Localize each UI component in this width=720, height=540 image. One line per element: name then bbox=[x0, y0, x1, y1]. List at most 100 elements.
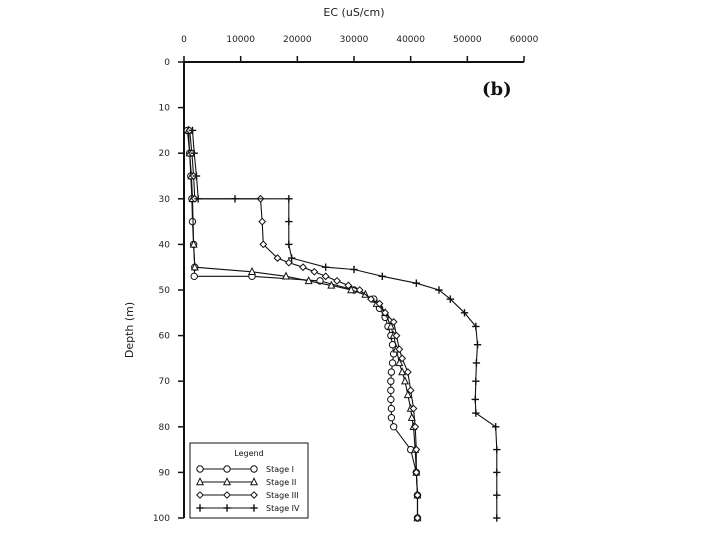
diamond-marker bbox=[375, 299, 384, 308]
data-point-stage-ii bbox=[400, 376, 410, 385]
legend-label-stage-iii: Stage III bbox=[266, 491, 299, 500]
x-tick-label: 50000 bbox=[453, 35, 482, 45]
y-tick-label: 50 bbox=[159, 286, 171, 296]
triangle-marker bbox=[222, 477, 232, 486]
diamond-marker bbox=[412, 468, 421, 477]
triangle-marker bbox=[189, 239, 198, 248]
data-point-stage-iv bbox=[446, 295, 455, 303]
triangle-marker bbox=[395, 358, 404, 367]
data-point-stage-i bbox=[388, 359, 397, 367]
legend-entry-stage-iii: Stage III bbox=[196, 491, 299, 500]
diamond-marker bbox=[398, 354, 407, 363]
triangle-marker bbox=[195, 477, 205, 486]
data-point-stage-iv bbox=[285, 217, 293, 226]
data-point-stage-iii bbox=[413, 514, 422, 522]
diamond-marker bbox=[406, 386, 415, 395]
triangle-marker bbox=[249, 477, 259, 486]
diamond-marker bbox=[411, 422, 420, 431]
diamond-marker bbox=[355, 286, 364, 294]
panel-label: (b) bbox=[482, 79, 512, 100]
x-axis-title-group: EC (uS/cm) bbox=[323, 6, 384, 19]
data-point-stage-iv bbox=[471, 395, 479, 404]
legend-marker-stage-iii bbox=[250, 491, 258, 499]
data-point-stage-iii bbox=[259, 240, 268, 249]
data-point-stage-ii bbox=[403, 390, 412, 399]
diamond-marker bbox=[273, 254, 282, 262]
data-point-stage-ii bbox=[190, 262, 199, 271]
data-point-stage-ii bbox=[304, 276, 313, 285]
circle-marker bbox=[387, 386, 395, 395]
data-point-stage-ii bbox=[395, 358, 404, 367]
diamond-marker bbox=[333, 276, 341, 285]
y-tick-label: 20 bbox=[159, 149, 171, 159]
data-point-stage-iii bbox=[413, 491, 422, 500]
circle-marker bbox=[387, 368, 396, 376]
diamond-marker bbox=[413, 491, 422, 500]
diamond-marker bbox=[250, 491, 258, 499]
data-point-stage-iv bbox=[321, 263, 330, 271]
data-point-stage-ii bbox=[327, 280, 336, 289]
triangle-marker bbox=[281, 271, 291, 280]
triangle-marker bbox=[407, 412, 416, 421]
data-point-stage-iii bbox=[392, 331, 401, 340]
legend-marker-stage-iii bbox=[223, 491, 231, 499]
legend-marker-stage-iv bbox=[196, 504, 204, 512]
data-point-stage-iii bbox=[406, 386, 415, 395]
data-point-stage-iii bbox=[344, 281, 353, 290]
x-tick-label: 40000 bbox=[396, 35, 425, 45]
series-line-stage-ii bbox=[187, 130, 419, 518]
data-point-stage-iv bbox=[190, 149, 198, 157]
legend-marker-stage-ii bbox=[249, 477, 259, 486]
data-point-stage-iii bbox=[375, 299, 384, 308]
y-tick-label: 10 bbox=[159, 104, 171, 114]
circle-marker bbox=[387, 404, 396, 413]
data-point-stage-iv bbox=[285, 195, 293, 203]
circle-marker bbox=[388, 359, 397, 367]
data-point-stage-iv bbox=[472, 322, 480, 331]
data-point-stage-iv bbox=[472, 377, 480, 385]
data-point-stage-ii bbox=[386, 321, 395, 330]
triangle-marker bbox=[398, 367, 407, 376]
data-point-stage-iv bbox=[350, 265, 358, 274]
diamond-marker bbox=[344, 281, 353, 290]
legend-marker-stage-i bbox=[196, 465, 204, 473]
x-axis-title: EC (uS/cm) bbox=[323, 6, 384, 19]
data-point-stage-iv bbox=[412, 279, 421, 287]
legend-marker-stage-i bbox=[250, 465, 258, 473]
data-point-stage-iii bbox=[355, 286, 364, 294]
data-point-stage-iv bbox=[491, 423, 500, 431]
triangle-marker bbox=[347, 285, 356, 294]
data-point-stage-i bbox=[190, 272, 198, 281]
diamond-marker bbox=[196, 491, 204, 499]
x-tick-label: 30000 bbox=[340, 35, 369, 45]
data-point-stage-iv bbox=[473, 341, 482, 349]
triangle-marker bbox=[403, 390, 412, 399]
legend-label-stage-ii: Stage II bbox=[266, 478, 296, 487]
triangle-marker bbox=[386, 321, 395, 330]
diamond-marker bbox=[409, 404, 418, 413]
data-point-stage-ii bbox=[189, 239, 198, 248]
data-point-stage-ii bbox=[347, 285, 356, 294]
y-tick-label: 90 bbox=[159, 468, 171, 478]
data-point-stage-iii bbox=[321, 272, 330, 281]
data-point-stage-iii bbox=[310, 267, 319, 276]
data-point-stage-iv bbox=[231, 195, 239, 203]
data-point-stage-iv bbox=[472, 359, 481, 367]
x-tick-label: 0 bbox=[181, 35, 187, 45]
data-point-stage-iii bbox=[381, 308, 390, 317]
y-axis-title-group: Depth (m) bbox=[123, 302, 136, 358]
data-point-stage-iii bbox=[258, 217, 267, 226]
diamond-marker bbox=[412, 445, 421, 454]
legend-marker-stage-iii bbox=[196, 491, 204, 499]
y-tick-label: 40 bbox=[159, 240, 171, 250]
circle-marker bbox=[250, 465, 258, 473]
data-point-stage-iii bbox=[395, 345, 404, 354]
data-point-stage-iv bbox=[194, 195, 202, 203]
legend-marker-stage-ii bbox=[195, 477, 205, 486]
data-point-stage-iii bbox=[411, 422, 420, 431]
axes-layer: 0 10000 20000 30000 40000 50000 60000 0 10 20 30 40… bbox=[153, 35, 539, 524]
diamond-marker bbox=[367, 295, 375, 304]
data-point-stage-iv bbox=[378, 272, 387, 281]
